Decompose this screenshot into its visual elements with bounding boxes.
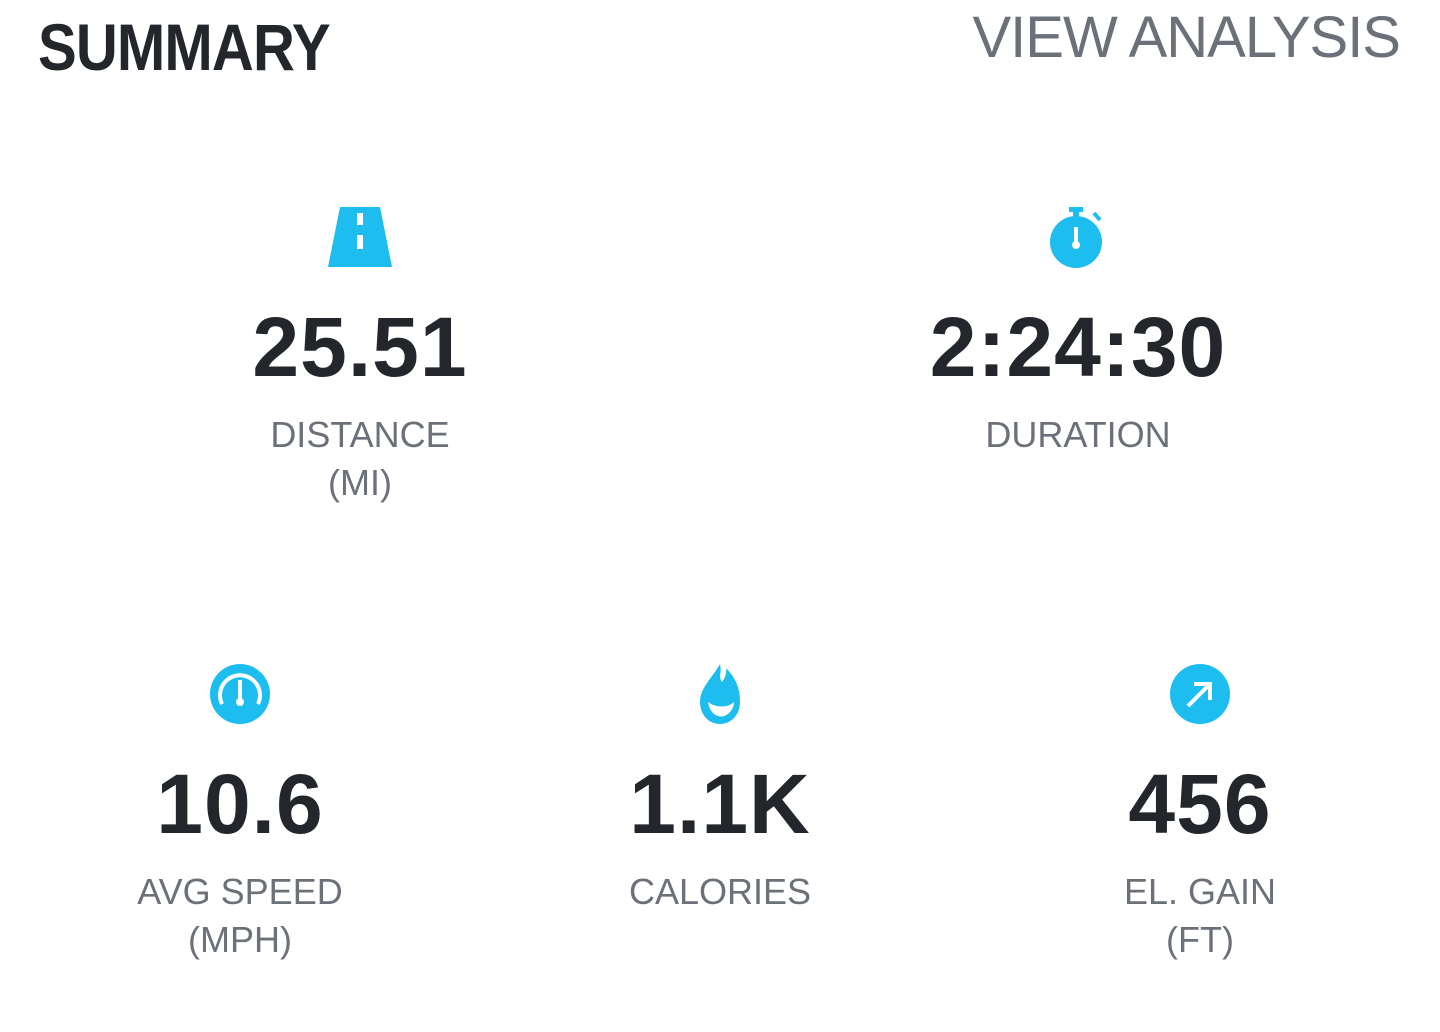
avg-speed-value: 10.6 <box>156 757 324 851</box>
elevation-unit: (FT) <box>1166 919 1234 960</box>
distance-unit: (MI) <box>328 462 392 503</box>
avg-speed-label: AVG SPEED (MPH) <box>137 868 342 964</box>
avg-speed-label-text: AVG SPEED <box>137 871 343 912</box>
calories-stat: 1.1K CALORIES <box>510 662 930 916</box>
view-analysis-link[interactable]: VIEW ANALYSIS <box>972 5 1401 70</box>
duration-stat: 2:24:30 DURATION <box>868 205 1288 459</box>
avg-speed-stat: 10.6 AVG SPEED (MPH) <box>30 662 450 964</box>
distance-label: DISTANCE (MI) <box>270 411 449 507</box>
calories-label: CALORIES <box>629 868 811 916</box>
duration-value: 2:24:30 <box>929 300 1227 394</box>
elevation-arrow-icon <box>1168 662 1232 726</box>
stopwatch-icon <box>1046 205 1110 269</box>
distance-stat: 25.51 DISTANCE (MI) <box>150 205 570 507</box>
flame-icon <box>698 662 742 726</box>
distance-label-text: DISTANCE <box>270 414 450 455</box>
elevation-value: 456 <box>1128 757 1272 851</box>
speedometer-icon <box>208 662 272 726</box>
elevation-stat: 456 EL. GAIN (FT) <box>990 662 1410 964</box>
road-icon <box>326 205 394 269</box>
calories-value: 1.1K <box>629 757 811 851</box>
distance-value: 25.51 <box>252 300 468 394</box>
duration-label: DURATION <box>985 411 1170 459</box>
summary-title: SUMMARY <box>38 10 331 84</box>
elevation-label-text: EL. GAIN <box>1123 871 1277 912</box>
avg-speed-unit: (MPH) <box>188 919 292 960</box>
elevation-label: EL. GAIN (FT) <box>1124 868 1276 964</box>
calories-label-text: CALORIES <box>628 871 812 912</box>
duration-label-text: DURATION <box>985 414 1171 455</box>
